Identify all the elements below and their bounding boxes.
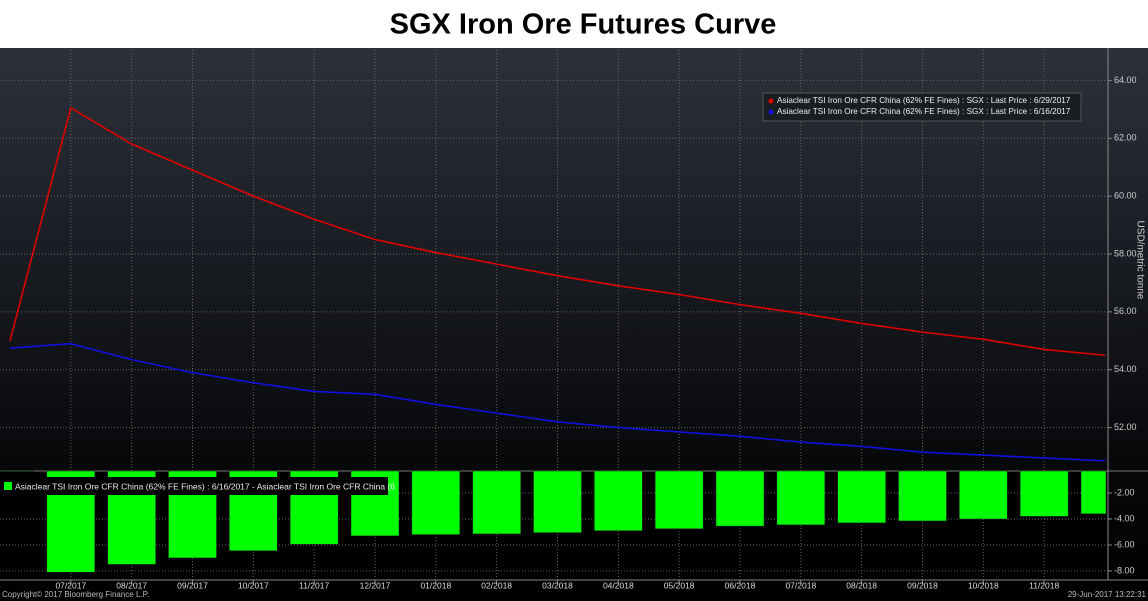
bar: [654, 470, 704, 529]
bar: [411, 470, 461, 535]
bar: [0, 470, 35, 472]
y-tick-label: -6.00: [1114, 539, 1135, 549]
bar: [837, 470, 886, 524]
chart-title: SGX Iron Ore Futures Curve: [390, 9, 777, 41]
y-tick-label: 56.00: [1114, 306, 1137, 316]
y-tick-label: 54.00: [1114, 364, 1137, 374]
y-tick-label: 52.00: [1114, 422, 1137, 432]
x-tick-label: 05/2018: [664, 580, 695, 590]
x-tick-label: 03/2018: [542, 580, 573, 590]
y-tick-label: -8.00: [1114, 565, 1135, 575]
x-tick-label: 04/2018: [603, 580, 634, 590]
bar: [715, 470, 765, 527]
x-tick-label: 08/2018: [846, 580, 877, 590]
legend-label: Asiaclear TSI Iron Ore CFR China (62% FE…: [15, 481, 395, 491]
legend-marker: [768, 98, 774, 104]
legend-label: Asiaclear TSI Iron Ore CFR China (62% FE…: [777, 107, 1071, 116]
legend-marker: [768, 109, 774, 115]
legend-box: [0, 477, 388, 495]
y-tick-label: 58.00: [1114, 248, 1137, 258]
x-tick-label: 06/2018: [725, 580, 756, 590]
bar: [594, 470, 643, 531]
legend-label: Asiaclear TSI Iron Ore CFR China (62% FE…: [777, 96, 1071, 105]
x-tick-label: 08/2017: [116, 580, 147, 590]
bar: [959, 470, 1008, 520]
x-tick-label: 01/2018: [420, 580, 451, 590]
x-tick-label: 09/2017: [177, 580, 208, 590]
y-tick-label: -2.00: [1114, 487, 1135, 497]
x-tick-label: 07/2017: [55, 580, 86, 590]
y-axis-label: USD/metric tonne: [1134, 221, 1145, 300]
bar: [776, 470, 826, 526]
legend-box: [762, 92, 1082, 122]
x-tick-label: 10/2017: [238, 580, 269, 590]
line: [9, 106, 1106, 357]
bar: [472, 470, 521, 535]
line: [9, 342, 1106, 462]
y-tick-label: 64.00: [1114, 75, 1137, 85]
x-tick-label: 10/2018: [968, 580, 999, 590]
legend-marker: [4, 482, 12, 490]
y-tick-label: -4.00: [1114, 513, 1135, 523]
bar: [1019, 470, 1069, 517]
timestamp: 29-Jun-2017 13:22:31: [1068, 590, 1147, 599]
x-tick-label: 11/2018: [1029, 580, 1059, 590]
x-tick-label: 02/2018: [481, 580, 512, 590]
bar: [533, 470, 582, 533]
y-tick-label: 62.00: [1114, 133, 1137, 143]
copyright: Copyright© 2017 Bloomberg Finance L.P.: [2, 590, 149, 599]
x-tick-label: 11/2017: [299, 580, 329, 590]
x-tick-label: 09/2018: [907, 580, 938, 590]
x-tick-label: 07/2018: [785, 580, 816, 590]
bar: [1080, 470, 1107, 515]
x-tick-label: 12/2017: [360, 580, 391, 590]
y-tick-label: 60.00: [1114, 190, 1137, 200]
bar: [898, 470, 947, 522]
